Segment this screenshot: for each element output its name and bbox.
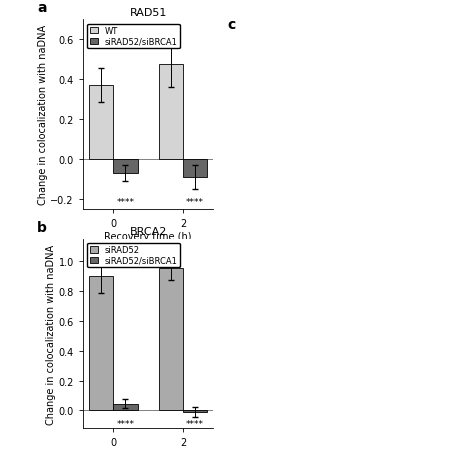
Text: ****: **** <box>186 198 204 207</box>
Text: a: a <box>37 1 47 15</box>
Text: ****: **** <box>117 198 135 207</box>
Legend: siRAD52, siRAD52/siBRCA1: siRAD52, siRAD52/siBRCA1 <box>87 243 180 268</box>
Text: c: c <box>228 18 236 32</box>
Bar <box>113 160 137 174</box>
Title: RAD51: RAD51 <box>129 8 167 18</box>
Bar <box>89 276 113 410</box>
Bar <box>159 65 183 160</box>
Bar <box>159 268 183 410</box>
Bar <box>183 410 208 412</box>
Bar <box>113 404 137 410</box>
Text: b: b <box>37 220 47 234</box>
X-axis label: Recovery time (h): Recovery time (h) <box>104 231 192 241</box>
Legend: WT, siRAD52/siBRCA1: WT, siRAD52/siBRCA1 <box>87 24 180 49</box>
Y-axis label: Change in colocalization with naDNA: Change in colocalization with naDNA <box>37 25 48 205</box>
Text: ****: **** <box>186 419 204 428</box>
Title: BRCA2: BRCA2 <box>129 227 167 237</box>
Y-axis label: Change in colocalization with naDNA: Change in colocalization with naDNA <box>46 244 56 423</box>
X-axis label: Recovery time (h): Recovery time (h) <box>104 450 192 451</box>
Bar <box>183 160 208 178</box>
Text: ****: **** <box>117 419 135 428</box>
Bar <box>89 86 113 160</box>
